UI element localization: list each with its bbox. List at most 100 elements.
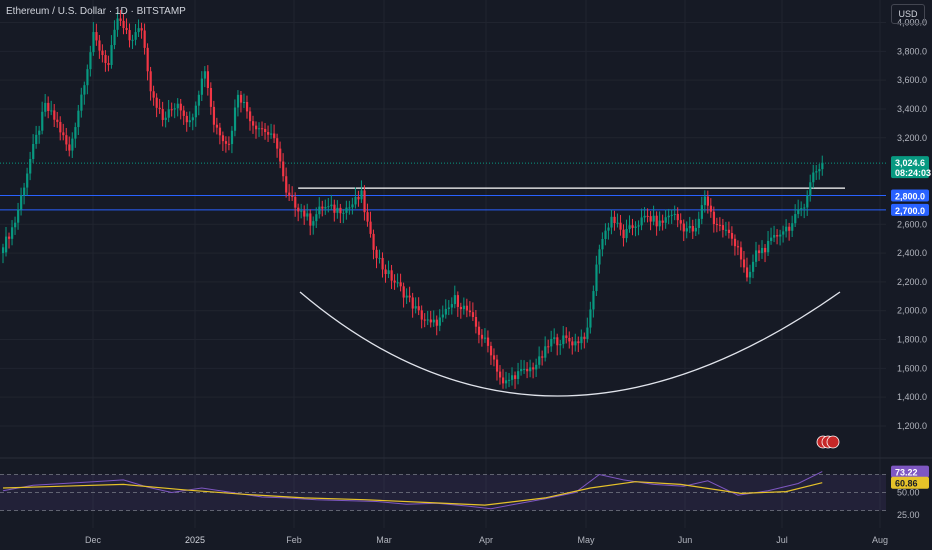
- candle-body: [68, 144, 71, 151]
- candle-body: [330, 204, 333, 207]
- price-tick-label: 4,000.0: [897, 18, 927, 28]
- candle-body: [104, 55, 107, 64]
- candle-body: [236, 94, 240, 108]
- candle-body: [586, 327, 589, 339]
- candle-body: [251, 121, 255, 126]
- candle-body: [803, 207, 806, 209]
- candle-body: [655, 215, 658, 227]
- candle-body: [544, 346, 547, 358]
- price-tick-label: 3,400.0: [897, 104, 927, 114]
- candle-body: [625, 229, 628, 239]
- candle-body: [748, 271, 752, 278]
- candle-body: [511, 375, 514, 380]
- candle-body: [248, 111, 252, 122]
- candle-body: [134, 32, 137, 40]
- candle-body: [233, 107, 237, 131]
- candle-body: [188, 120, 191, 123]
- candle-body: [47, 102, 50, 112]
- candle-body: [438, 317, 441, 326]
- candle-body: [327, 206, 330, 208]
- candle-body: [640, 217, 643, 226]
- rsi-ma-badge-text: 60.86: [895, 479, 918, 489]
- candle-body: [333, 204, 336, 213]
- candle-body: [700, 205, 703, 219]
- candle-body: [200, 78, 203, 95]
- candle-body: [224, 141, 228, 144]
- candle-body: [703, 196, 706, 206]
- candle-body: [764, 247, 767, 253]
- candle-body: [550, 338, 553, 347]
- candle-body: [619, 222, 622, 230]
- candle-body: [477, 326, 481, 335]
- currency-button[interactable]: USD: [891, 4, 925, 24]
- candle-body: [50, 110, 53, 112]
- candle-body: [402, 286, 405, 298]
- candle-body: [785, 226, 788, 232]
- candle-body: [239, 94, 243, 103]
- candle-body: [682, 223, 685, 232]
- candle-body: [41, 111, 44, 131]
- price-tick-label: 2,400.0: [897, 248, 927, 258]
- candle-body: [661, 220, 664, 223]
- candle-body: [821, 162, 824, 170]
- candle-body: [526, 368, 529, 372]
- rsi-ma-badge: [891, 476, 929, 489]
- candle-body: [261, 128, 264, 130]
- candle-body: [736, 246, 740, 248]
- candle-body: [589, 309, 592, 328]
- candle-body: [818, 169, 821, 172]
- event-marker: [826, 435, 840, 449]
- candle-body: [779, 234, 782, 237]
- candle-body: [315, 214, 318, 222]
- level-badge: [891, 189, 929, 202]
- candle-body: [164, 117, 167, 120]
- candle-body: [673, 213, 676, 215]
- candle-body: [122, 20, 125, 29]
- candle-body: [294, 196, 297, 208]
- candle-body: [366, 212, 369, 222]
- candle-body: [372, 233, 375, 250]
- candle-body: [770, 237, 773, 241]
- candle-body: [709, 205, 713, 212]
- candle-body: [29, 159, 32, 174]
- candle-body: [258, 128, 261, 130]
- candle-body: [242, 102, 246, 104]
- candle-body: [5, 236, 8, 253]
- price-tick-label: 1,600.0: [897, 363, 927, 373]
- candle-body: [300, 210, 303, 212]
- candle-body: [176, 103, 179, 109]
- candle-body: [203, 71, 207, 79]
- candle-body: [649, 216, 652, 222]
- candle-body: [532, 367, 535, 370]
- candle-body: [607, 227, 610, 231]
- candle-body: [110, 45, 113, 65]
- candle-body: [417, 306, 420, 311]
- candle-body: [800, 208, 803, 210]
- candle-body: [553, 337, 556, 339]
- candle-body: [676, 213, 679, 221]
- candle-body: [92, 32, 95, 53]
- candle-body: [221, 135, 225, 142]
- candle-body: [426, 319, 429, 321]
- price-tick-label: 2,600.0: [897, 219, 927, 229]
- candle-body: [348, 207, 351, 209]
- candle-body: [465, 305, 469, 311]
- candle-body: [191, 117, 194, 121]
- candle-body: [53, 110, 56, 120]
- candle-body: [604, 230, 607, 239]
- candle-body: [384, 269, 387, 275]
- candle-body: [390, 270, 393, 281]
- candle-body: [125, 28, 128, 31]
- candle-body: [601, 238, 604, 250]
- candle-body: [119, 18, 122, 21]
- rsi-ma-line: [2, 481, 823, 506]
- candle-body: [345, 207, 348, 213]
- price-tick-label: 1,400.0: [897, 392, 927, 402]
- candle-body: [758, 250, 761, 254]
- price-tick-label: 3,200.0: [897, 133, 927, 143]
- candle-body: [739, 247, 743, 260]
- candle-body: [667, 215, 670, 218]
- candle-body: [146, 47, 149, 72]
- candle-body: [173, 108, 176, 110]
